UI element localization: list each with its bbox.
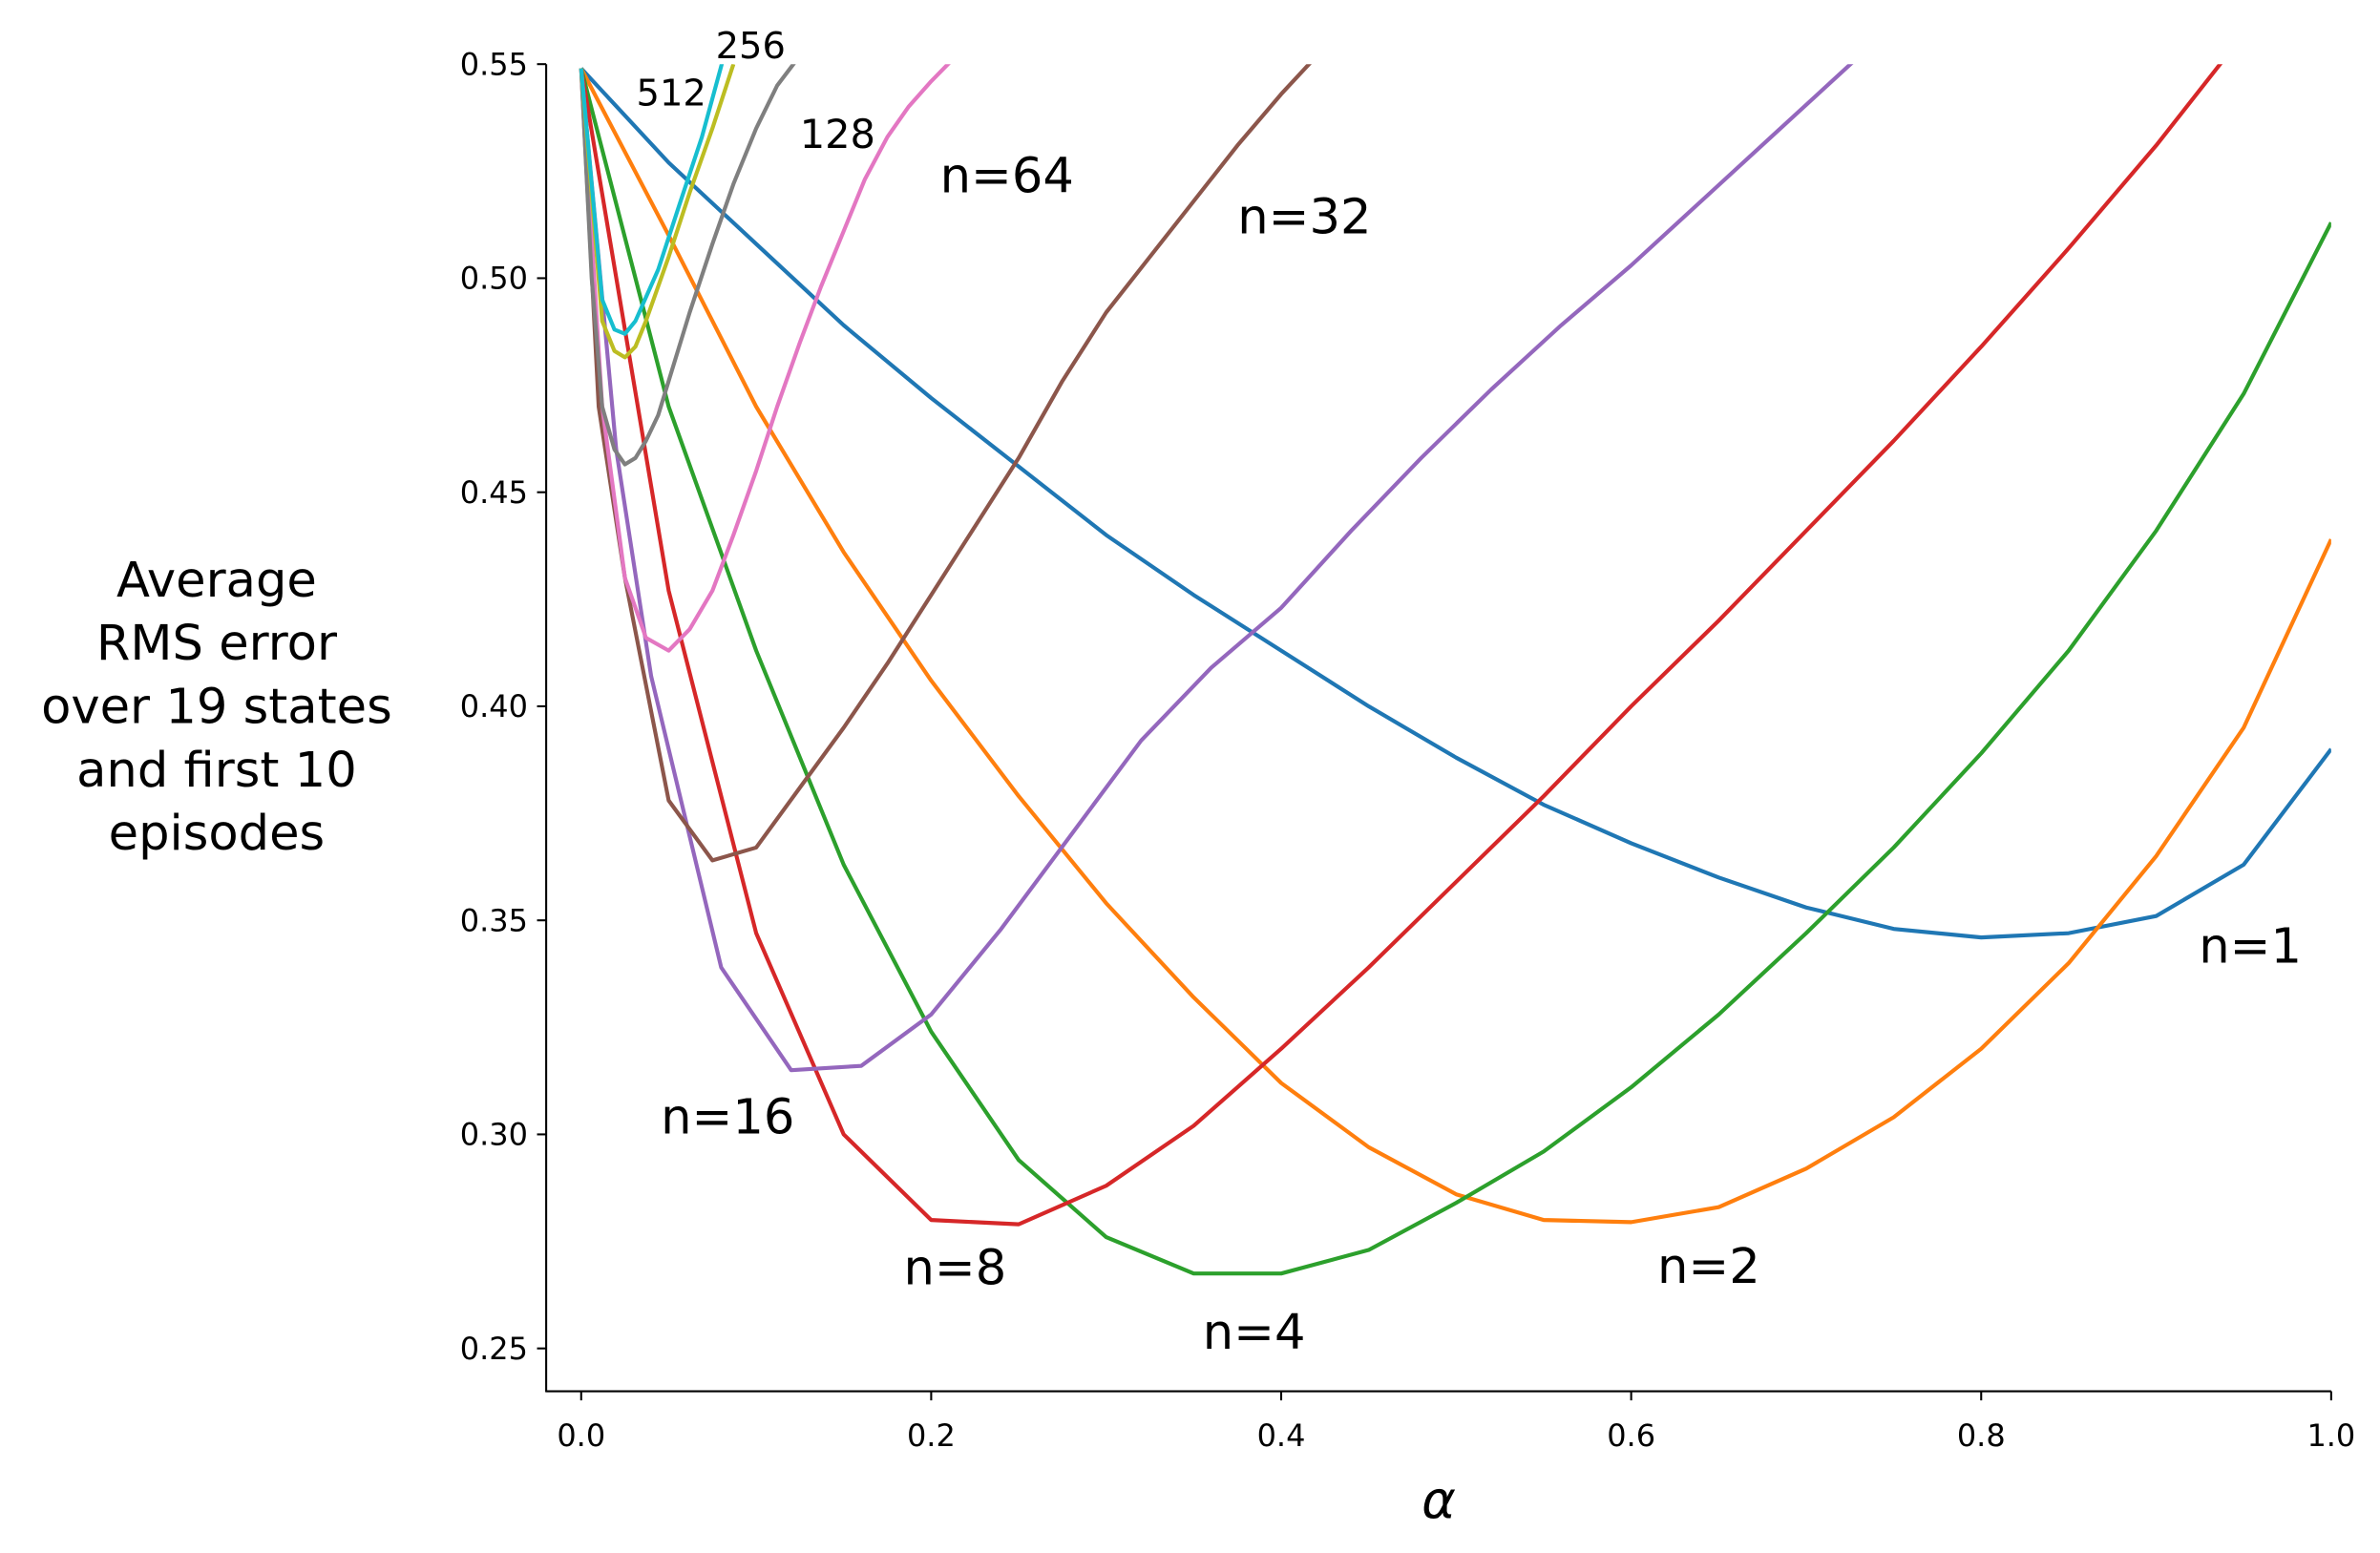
series-label: n=32 — [1237, 190, 1371, 246]
series-label: 512 — [637, 72, 706, 115]
series-label: n=16 — [661, 1089, 794, 1145]
y-axis-label: RMS error — [96, 616, 338, 672]
x-axis-label: α — [1422, 1470, 1456, 1530]
series-label: n=2 — [1657, 1239, 1760, 1295]
y-tick-label: 0.55 — [460, 46, 528, 82]
y-tick-label: 0.40 — [460, 688, 528, 724]
x-tick-label: 0.4 — [1257, 1417, 1306, 1454]
series-line — [579, 64, 796, 467]
x-tick-label: 1.0 — [2306, 1417, 2355, 1454]
series-line — [579, 68, 2331, 1276]
series-line — [579, 64, 725, 336]
plot-area — [579, 64, 2331, 1276]
series-line — [579, 64, 736, 360]
x-tick-label: 0.6 — [1607, 1417, 1655, 1454]
y-tick-label: 0.45 — [460, 474, 528, 511]
x-tick-label: 0.2 — [907, 1417, 956, 1454]
y-tick-label: 0.30 — [460, 1117, 528, 1153]
y-tick-label: 0.25 — [460, 1331, 528, 1367]
y-tick-label: 0.50 — [460, 261, 528, 297]
series-line — [579, 64, 2223, 1227]
series-label: n=8 — [904, 1241, 1007, 1297]
y-axis-label: and first 10 — [76, 743, 357, 799]
series-label: 128 — [800, 111, 875, 157]
y-axis-label: episodes — [109, 806, 326, 862]
series-line — [579, 67, 2331, 1225]
y-axis-label: Average — [116, 553, 317, 609]
series-line — [579, 64, 1313, 863]
x-tick-label: 0.8 — [1957, 1417, 2006, 1454]
y-tick-label: 0.35 — [460, 902, 528, 938]
series-label: 256 — [716, 25, 786, 68]
series-line — [579, 64, 1854, 1073]
x-tick-label: 0.0 — [557, 1417, 605, 1454]
series-line — [579, 64, 951, 653]
y-axis-label: over 19 states — [41, 680, 392, 736]
series-label: n=4 — [1203, 1305, 1306, 1361]
series-label: n=64 — [940, 148, 1074, 204]
series-line — [579, 67, 2331, 940]
series-label: n=1 — [2199, 918, 2302, 975]
